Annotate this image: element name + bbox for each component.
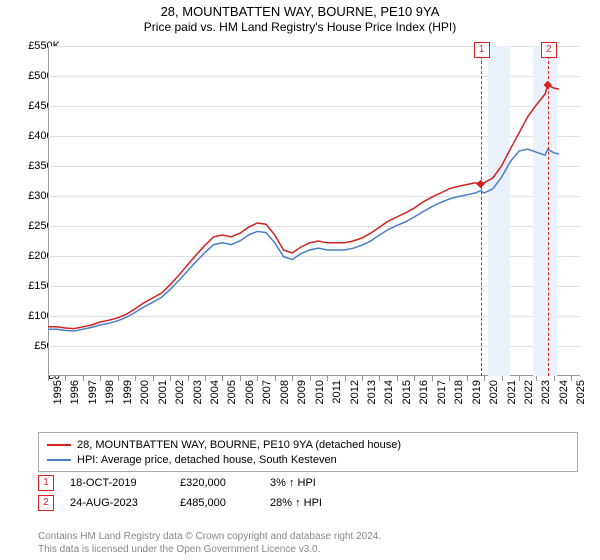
x-tick xyxy=(118,376,119,381)
x-tick-label: 2009 xyxy=(296,380,308,410)
sale-row-marker: 2 xyxy=(38,495,54,511)
x-tick-label: 2018 xyxy=(453,380,465,410)
x-tick xyxy=(414,376,415,381)
series-hpi xyxy=(48,149,559,331)
x-tick xyxy=(275,376,276,381)
x-tick-label: 2007 xyxy=(261,380,273,410)
x-tick xyxy=(345,376,346,381)
x-tick-label: 2010 xyxy=(314,380,326,410)
x-tick xyxy=(188,376,189,381)
x-tick xyxy=(536,376,537,381)
x-tick xyxy=(170,376,171,381)
x-tick-label: 1998 xyxy=(104,380,116,410)
plot-area xyxy=(48,46,580,376)
x-tick-label: 2005 xyxy=(226,380,238,410)
x-tick xyxy=(65,376,66,381)
x-tick-label: 2017 xyxy=(436,380,448,410)
x-tick xyxy=(467,376,468,381)
x-tick-label: 2021 xyxy=(506,380,518,410)
x-tick-label: 2003 xyxy=(192,380,204,410)
x-tick xyxy=(519,376,520,381)
series-price_paid xyxy=(48,85,559,329)
x-tick xyxy=(135,376,136,381)
chart-title: 28, MOUNTBATTEN WAY, BOURNE, PE10 9YA xyxy=(0,0,600,19)
x-tick-label: 2004 xyxy=(209,380,221,410)
x-tick xyxy=(502,376,503,381)
x-tick-label: 2011 xyxy=(331,380,343,410)
x-tick-label: 2002 xyxy=(174,380,186,410)
sale-date: 24-AUG-2023 xyxy=(70,497,180,509)
legend-label: HPI: Average price, detached house, Sout… xyxy=(77,454,337,466)
sale-marker-line xyxy=(481,46,482,376)
x-tick xyxy=(48,376,49,381)
legend-row: HPI: Average price, detached house, Sout… xyxy=(47,452,569,467)
footer-attribution: Contains HM Land Registry data © Crown c… xyxy=(38,530,578,556)
x-tick xyxy=(571,376,572,381)
chart-lines xyxy=(48,46,580,376)
x-tick xyxy=(222,376,223,381)
x-tick-label: 1996 xyxy=(69,380,81,410)
x-tick xyxy=(362,376,363,381)
sale-date: 18-OCT-2019 xyxy=(70,477,180,489)
sale-price: £320,000 xyxy=(180,477,270,489)
x-tick xyxy=(432,376,433,381)
x-tick-label: 2019 xyxy=(471,380,483,410)
x-tick-label: 2006 xyxy=(244,380,256,410)
legend: 28, MOUNTBATTEN WAY, BOURNE, PE10 9YA (d… xyxy=(38,432,578,472)
x-tick-label: 2023 xyxy=(540,380,552,410)
footer-line-2: This data is licensed under the Open Gov… xyxy=(38,543,578,556)
x-tick-label: 2013 xyxy=(366,380,378,410)
x-tick-label: 2024 xyxy=(558,380,570,410)
legend-swatch xyxy=(47,459,71,461)
x-tick xyxy=(257,376,258,381)
sale-delta: 3% ↑ HPI xyxy=(270,477,360,489)
legend-label: 28, MOUNTBATTEN WAY, BOURNE, PE10 9YA (d… xyxy=(77,439,401,451)
sale-row: 1 18-OCT-2019£320,0003% ↑ HPI xyxy=(38,474,578,492)
x-tick-label: 2015 xyxy=(401,380,413,410)
footer-line-1: Contains HM Land Registry data © Crown c… xyxy=(38,530,578,543)
sale-row-marker: 1 xyxy=(38,475,54,491)
x-tick xyxy=(240,376,241,381)
x-tick-label: 2001 xyxy=(157,380,169,410)
x-tick xyxy=(554,376,555,381)
sale-marker-line xyxy=(548,46,549,376)
x-tick-label: 2022 xyxy=(523,380,535,410)
x-tick xyxy=(100,376,101,381)
x-tick xyxy=(484,376,485,381)
x-tick-label: 2000 xyxy=(139,380,151,410)
x-tick xyxy=(153,376,154,381)
x-tick xyxy=(83,376,84,381)
x-tick-label: 2014 xyxy=(383,380,395,410)
sale-price: £485,000 xyxy=(180,497,270,509)
sale-marker-box: 1 xyxy=(474,42,490,58)
x-tick-label: 2008 xyxy=(279,380,291,410)
x-tick xyxy=(449,376,450,381)
x-tick-label: 2016 xyxy=(418,380,430,410)
legend-row: 28, MOUNTBATTEN WAY, BOURNE, PE10 9YA (d… xyxy=(47,437,569,452)
x-tick-label: 1999 xyxy=(122,380,134,410)
x-tick xyxy=(205,376,206,381)
x-tick-label: 1995 xyxy=(52,380,64,410)
x-tick-label: 2020 xyxy=(488,380,500,410)
chart-subtitle: Price paid vs. HM Land Registry's House … xyxy=(0,19,600,34)
sales-table: 1 18-OCT-2019£320,0003% ↑ HPI 2 24-AUG-2023… xyxy=(38,472,578,512)
x-tick xyxy=(397,376,398,381)
x-tick xyxy=(310,376,311,381)
x-tick-label: 1997 xyxy=(87,380,99,410)
sale-row: 2 24-AUG-2023£485,00028% ↑ HPI xyxy=(38,494,578,512)
x-tick xyxy=(379,376,380,381)
x-tick xyxy=(327,376,328,381)
x-tick-label: 2025 xyxy=(575,380,587,410)
x-tick-label: 2012 xyxy=(349,380,361,410)
x-tick xyxy=(292,376,293,381)
sale-delta: 28% ↑ HPI xyxy=(270,497,360,509)
sale-marker-box: 2 xyxy=(541,42,557,58)
legend-swatch xyxy=(47,444,71,446)
